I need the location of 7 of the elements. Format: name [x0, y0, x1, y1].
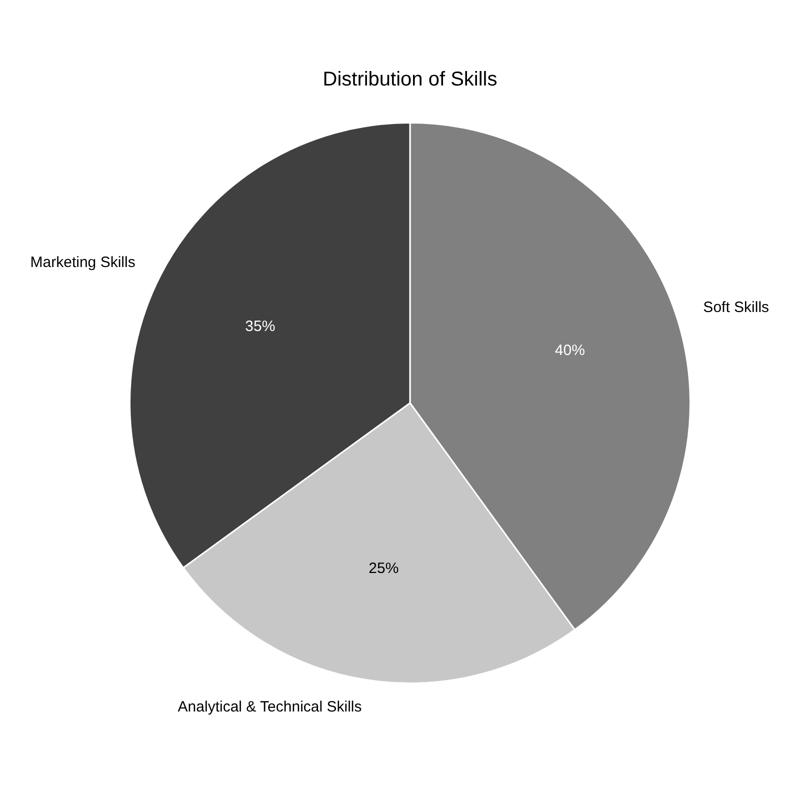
chart-title: Distribution of Skills	[322, 68, 498, 91]
slice-label: Analytical & Technical Skills	[178, 698, 362, 716]
slice-label: Marketing Skills	[30, 254, 136, 272]
data-label: 35%	[245, 318, 276, 335]
data-label: 40%	[554, 342, 585, 360]
data-label: 25%	[368, 560, 399, 578]
slice-label: Soft Skills	[703, 298, 770, 316]
